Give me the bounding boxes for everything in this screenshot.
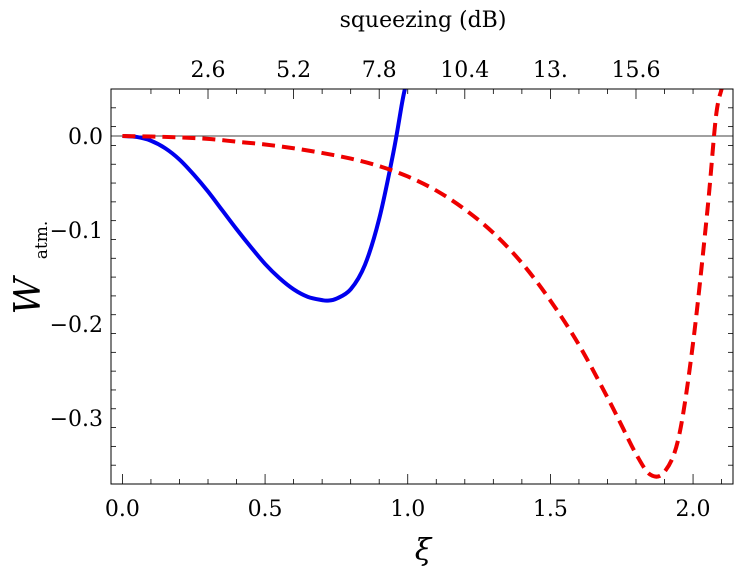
top-tick-label: 7.8 — [362, 58, 397, 83]
y-tick-label: −0.3 — [50, 407, 103, 432]
top-tick-label: 2.6 — [191, 58, 226, 83]
y-tick-label: 0.0 — [68, 125, 103, 150]
top-axis-title: squeezing (dB) — [340, 8, 507, 33]
x-tick-label: 1.5 — [533, 497, 568, 522]
y-tick-label: −0.2 — [50, 313, 103, 338]
plot-frame — [110, 88, 734, 485]
x-axis-title: ξ — [415, 533, 433, 568]
y-axis-title-subscript: atm. — [32, 221, 52, 260]
y-axis-title-main: W — [8, 275, 49, 315]
x-tick-label: 2.0 — [676, 497, 711, 522]
x-tick-label: 1.0 — [390, 497, 425, 522]
top-tick-label: 5.2 — [276, 58, 311, 83]
y-tick-label: −0.1 — [50, 219, 103, 244]
series-line-solid — [122, 89, 407, 303]
top-tick-label: 13. — [533, 58, 568, 83]
series-layer — [122, 89, 724, 479]
tick-layer: 0.0 0.5 1.0 1.5 2.0 0.0 −0.1 −0.2 −0.3 2.6 5.2 7.8 1… — [50, 58, 711, 522]
top-tick-label: 10.4 — [440, 58, 489, 83]
x-tick-label: 0.5 — [248, 497, 283, 522]
top-tick-label: 15.6 — [611, 58, 660, 83]
minor-ticks — [111, 88, 733, 484]
x-tick-label: 0.0 — [105, 497, 140, 522]
y-axis-title: W atm. — [8, 221, 52, 315]
series-line-dashed — [122, 89, 724, 479]
